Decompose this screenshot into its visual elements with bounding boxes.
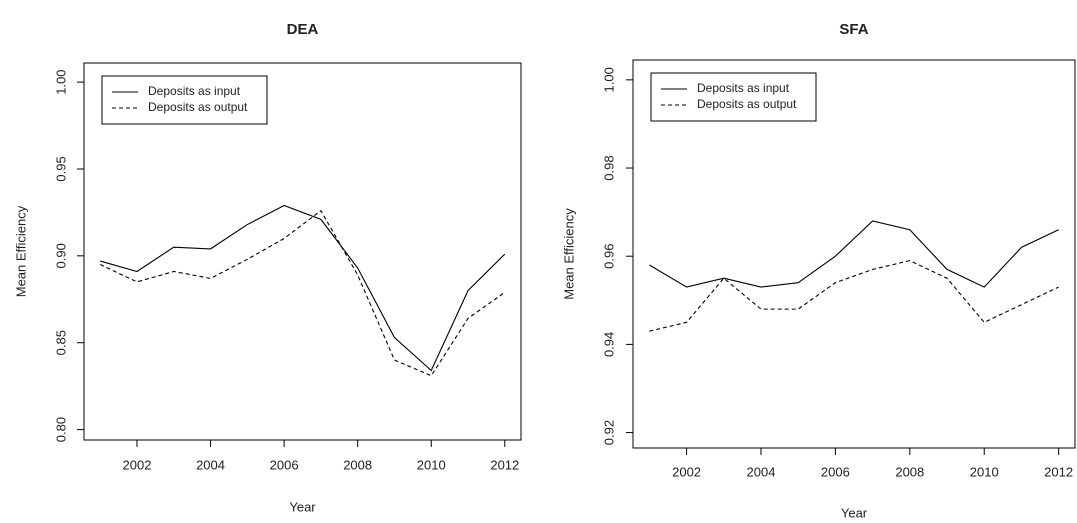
y-tick-label: 0.90 <box>53 243 68 268</box>
legend-label: Deposits as output <box>697 97 797 111</box>
x-axis-label: Year <box>841 505 868 520</box>
legend-label: Deposits as input <box>148 84 241 98</box>
x-tick-label: 2006 <box>821 464 850 479</box>
chart-title: SFA <box>839 21 868 38</box>
y-tick-label: 1.00 <box>601 67 616 92</box>
x-tick-label: 2008 <box>343 457 372 472</box>
x-tick-label: 2004 <box>747 464 776 479</box>
x-tick-label: 2010 <box>970 464 999 479</box>
series-line <box>99 209 506 377</box>
y-axis-label: Mean Efficiency <box>13 205 28 297</box>
y-tick-label: 0.92 <box>601 420 616 445</box>
legend-label: Deposits as output <box>148 100 248 114</box>
x-axis-label: Year <box>289 499 316 514</box>
legend-label: Deposits as input <box>697 81 790 95</box>
y-axis-label: Mean Efficiency <box>561 208 576 300</box>
y-tick-label: 0.94 <box>601 332 616 357</box>
x-tick-label: 2010 <box>417 457 446 472</box>
y-tick-label: 0.95 <box>53 156 68 181</box>
chart-title: DEA <box>287 21 319 38</box>
series-line <box>100 204 506 372</box>
legend-box <box>650 72 817 122</box>
y-tick-label: 0.96 <box>601 244 616 269</box>
x-tick-label: 2008 <box>895 464 924 479</box>
series-line <box>649 220 1059 288</box>
legend-box <box>101 75 268 125</box>
series-line <box>649 260 1059 332</box>
y-tick-label: 0.98 <box>601 155 616 180</box>
plot-frame <box>83 62 522 441</box>
x-tick-label: 2002 <box>123 457 152 472</box>
plot-frame <box>632 59 1076 449</box>
x-tick-label: 2002 <box>672 464 701 479</box>
x-tick-label: 2012 <box>1044 464 1073 479</box>
x-tick-label: 2006 <box>270 457 299 472</box>
y-tick-label: 0.85 <box>53 330 68 355</box>
x-tick-label: 2004 <box>196 457 225 472</box>
y-tick-label: 0.80 <box>53 417 68 442</box>
x-tick-label: 2012 <box>490 457 519 472</box>
y-tick-label: 1.00 <box>53 69 68 94</box>
